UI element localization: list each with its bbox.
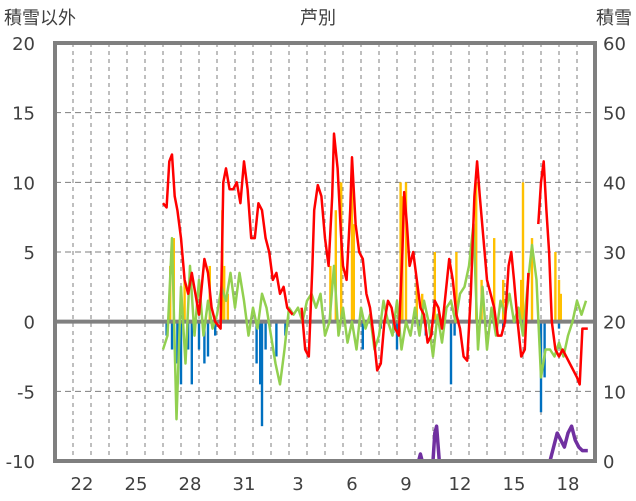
orange-bar (455, 252, 458, 322)
x-tick-label: 22 (71, 474, 94, 495)
blue-bar (453, 321, 456, 336)
orange-bar (415, 279, 418, 322)
right-axis-title: 積雪 (596, 8, 632, 29)
orange-bar (493, 238, 496, 322)
x-tick-label: 28 (179, 474, 202, 495)
right-tick-label: 10 (603, 382, 626, 403)
blue-bar (449, 321, 453, 385)
right-tick-label: 60 (603, 34, 626, 55)
purple-line (163, 424, 588, 463)
x-tick-label: 3 (292, 474, 303, 495)
orange-bar (433, 252, 436, 322)
plot-frame (53, 41, 597, 463)
left-tick-label: -10 (6, 452, 35, 473)
x-tick-label: 6 (346, 474, 357, 495)
blue-bar (179, 321, 183, 385)
orange-bar (352, 224, 355, 322)
orange-bar (521, 182, 525, 322)
orange-bar (559, 293, 562, 322)
blue-bar (255, 321, 258, 364)
blue-bar (284, 321, 287, 336)
x-tick-label: 15 (503, 474, 526, 495)
orange-bar (350, 182, 354, 322)
blue-bar (557, 321, 561, 329)
blue-bar (264, 321, 267, 350)
orange-bar (554, 252, 557, 322)
blue-bar (170, 321, 174, 350)
blue-bar (203, 321, 206, 364)
red-line (162, 132, 588, 386)
blue-bar (275, 321, 278, 357)
orange-bar (226, 293, 229, 322)
orange-bar (557, 279, 561, 322)
orange-bar (334, 210, 337, 322)
blue-bar (259, 321, 262, 385)
blue-bar (190, 321, 193, 385)
blue-bar (395, 321, 399, 350)
orange-bar (502, 279, 505, 322)
orange-bar (399, 182, 402, 322)
right-tick-label: 50 (603, 104, 626, 125)
blue-bar (361, 321, 364, 350)
chart-title: 芦別 (300, 8, 336, 29)
left-tick-label: 20 (12, 34, 35, 55)
blue-bar (206, 321, 210, 357)
right-tick-label: 20 (603, 313, 626, 334)
right-tick-label: 0 (603, 452, 614, 473)
blue-bar (176, 321, 179, 364)
x-tick-label: 18 (557, 474, 580, 495)
orange-bar (329, 265, 332, 322)
left-tick-label: 0 (24, 313, 35, 334)
x-tick-label: 31 (233, 474, 256, 495)
left-tick-label: 15 (12, 104, 35, 125)
right-tick-label: 30 (603, 243, 626, 264)
blue-bar (197, 321, 201, 350)
blue-bar (187, 321, 190, 350)
blue-bar (214, 321, 217, 336)
orange-bar (475, 182, 478, 322)
right-tick-label: 40 (603, 173, 626, 194)
x-tick-label: 25 (125, 474, 148, 495)
orange-bar (404, 182, 408, 322)
blue-bar (260, 321, 264, 427)
orange-bar (520, 279, 523, 322)
left-tick-label: -5 (17, 382, 35, 403)
left-tick-label: 5 (24, 243, 35, 264)
x-tick-label: 9 (400, 474, 411, 495)
left-axis-title: 積雪以外 (4, 8, 76, 29)
left-tick-label: 10 (12, 173, 35, 194)
orange-bar (183, 279, 186, 322)
orange-bar (530, 238, 534, 322)
x-tick-label: 12 (449, 474, 472, 495)
